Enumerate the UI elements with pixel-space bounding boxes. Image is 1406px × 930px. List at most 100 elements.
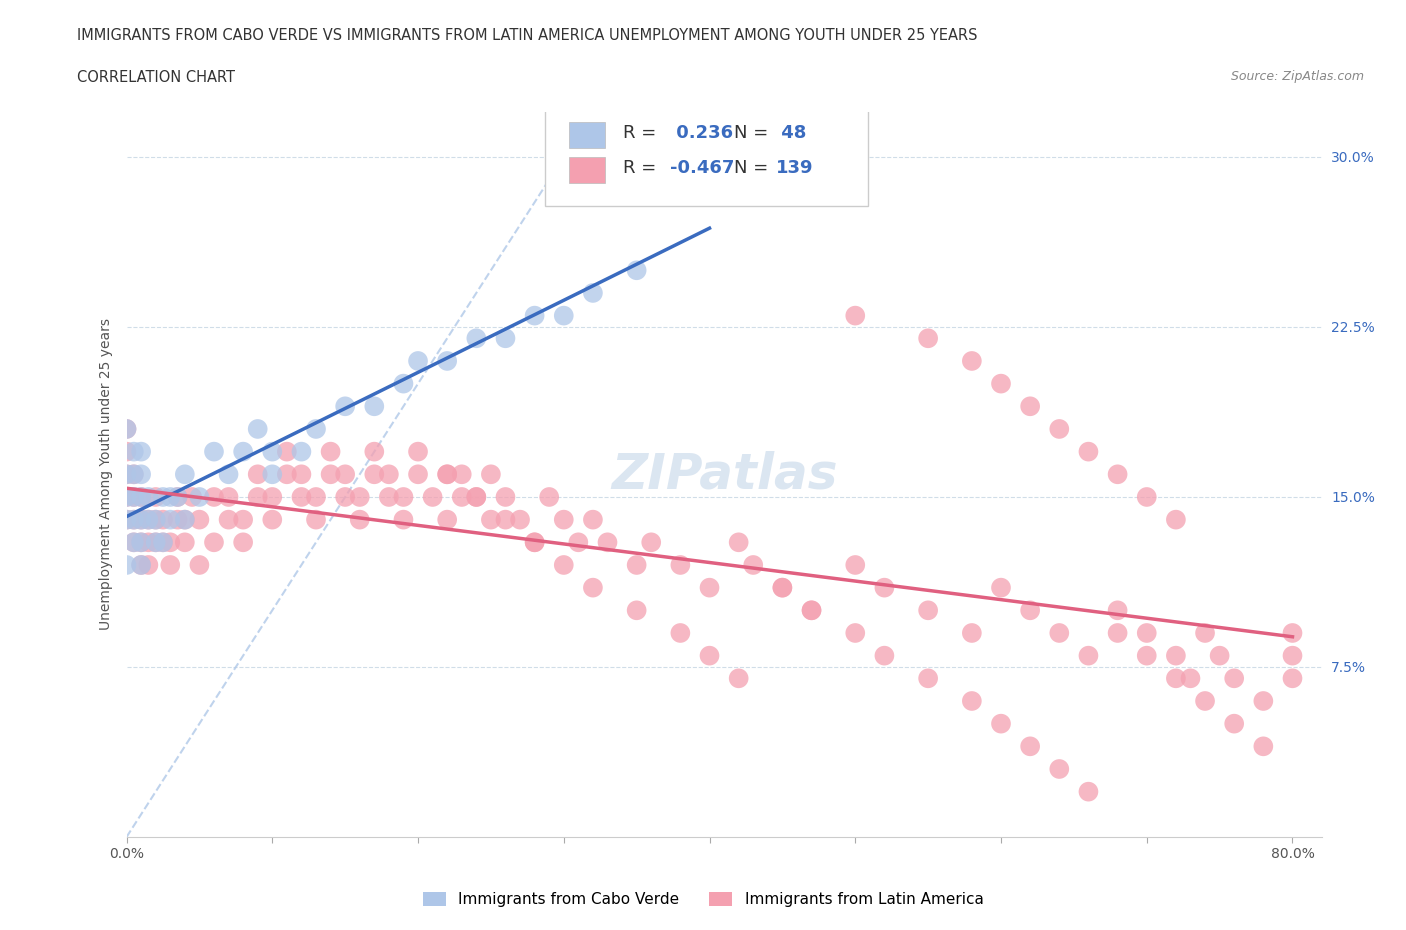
Point <box>173 535 195 550</box>
Point <box>990 377 1012 392</box>
Point <box>202 445 225 459</box>
Point <box>246 467 269 482</box>
Point <box>202 489 225 504</box>
Point <box>246 421 269 436</box>
Point <box>523 535 546 550</box>
Point <box>495 512 517 527</box>
Point <box>349 512 371 527</box>
Point <box>232 445 254 459</box>
Point <box>1253 694 1275 709</box>
Text: Source: ZipAtlas.com: Source: ZipAtlas.com <box>1230 70 1364 83</box>
Point <box>122 512 145 527</box>
Point <box>276 445 298 459</box>
Point <box>465 489 488 504</box>
Text: N =: N = <box>734 159 773 178</box>
Point <box>1019 738 1042 753</box>
Bar <box>568 123 605 148</box>
Point <box>138 489 160 504</box>
Point <box>115 489 138 504</box>
Point <box>349 489 371 504</box>
Point <box>844 308 866 323</box>
Point <box>436 467 458 482</box>
Point <box>122 535 145 550</box>
Point <box>509 512 531 527</box>
Point <box>582 286 605 300</box>
Point <box>145 512 167 527</box>
Point <box>596 535 619 550</box>
Y-axis label: Unemployment Among Youth under 25 years: Unemployment Among Youth under 25 years <box>98 318 112 631</box>
Point <box>917 603 939 618</box>
Point <box>1107 626 1129 641</box>
Point <box>319 445 342 459</box>
Point <box>115 467 138 482</box>
Point <box>115 421 138 436</box>
Point <box>1164 512 1187 527</box>
Point <box>115 421 138 436</box>
Point <box>129 489 152 504</box>
Point <box>305 489 328 504</box>
Point <box>218 467 240 482</box>
Point <box>495 489 517 504</box>
Point <box>333 467 356 482</box>
Point <box>378 467 401 482</box>
Point <box>145 535 167 550</box>
Point <box>1047 762 1070 777</box>
Point <box>305 421 328 436</box>
Point <box>138 558 160 573</box>
Point <box>1047 421 1070 436</box>
Point <box>1136 626 1159 641</box>
Point <box>218 489 240 504</box>
Point <box>166 489 188 504</box>
Point <box>582 580 605 595</box>
Point <box>1194 626 1216 641</box>
Point <box>152 489 174 504</box>
Point <box>232 512 254 527</box>
Point <box>699 648 721 663</box>
Point <box>173 512 195 527</box>
Point <box>129 445 152 459</box>
Point <box>553 558 575 573</box>
Point <box>122 467 145 482</box>
Text: 48: 48 <box>776 125 807 142</box>
Point <box>990 716 1012 731</box>
Point <box>129 558 152 573</box>
Point <box>1223 716 1246 731</box>
Point <box>465 331 488 346</box>
Point <box>262 512 284 527</box>
Point <box>115 512 138 527</box>
Point <box>1107 467 1129 482</box>
Point <box>305 512 328 527</box>
Point <box>129 512 152 527</box>
Point <box>742 558 765 573</box>
Point <box>479 467 502 482</box>
Point <box>392 489 415 504</box>
Point <box>166 489 188 504</box>
Point <box>145 489 167 504</box>
Point <box>129 489 152 504</box>
Point <box>262 467 284 482</box>
Point <box>262 489 284 504</box>
Point <box>406 467 429 482</box>
Point <box>122 535 145 550</box>
Point <box>553 308 575 323</box>
Point <box>246 489 269 504</box>
Point <box>1019 603 1042 618</box>
Point <box>188 558 211 573</box>
Point <box>727 535 749 550</box>
Point <box>1164 671 1187 685</box>
Point <box>406 445 429 459</box>
Point <box>392 377 415 392</box>
Point <box>873 648 896 663</box>
Point <box>626 603 648 618</box>
Point <box>173 467 195 482</box>
Point <box>450 467 472 482</box>
Text: 0.236: 0.236 <box>671 125 734 142</box>
Point <box>159 558 181 573</box>
Point <box>1281 626 1303 641</box>
Point <box>218 512 240 527</box>
Point <box>960 353 983 368</box>
Point <box>436 512 458 527</box>
Point <box>495 331 517 346</box>
Point <box>122 489 145 504</box>
Point <box>1281 648 1303 663</box>
